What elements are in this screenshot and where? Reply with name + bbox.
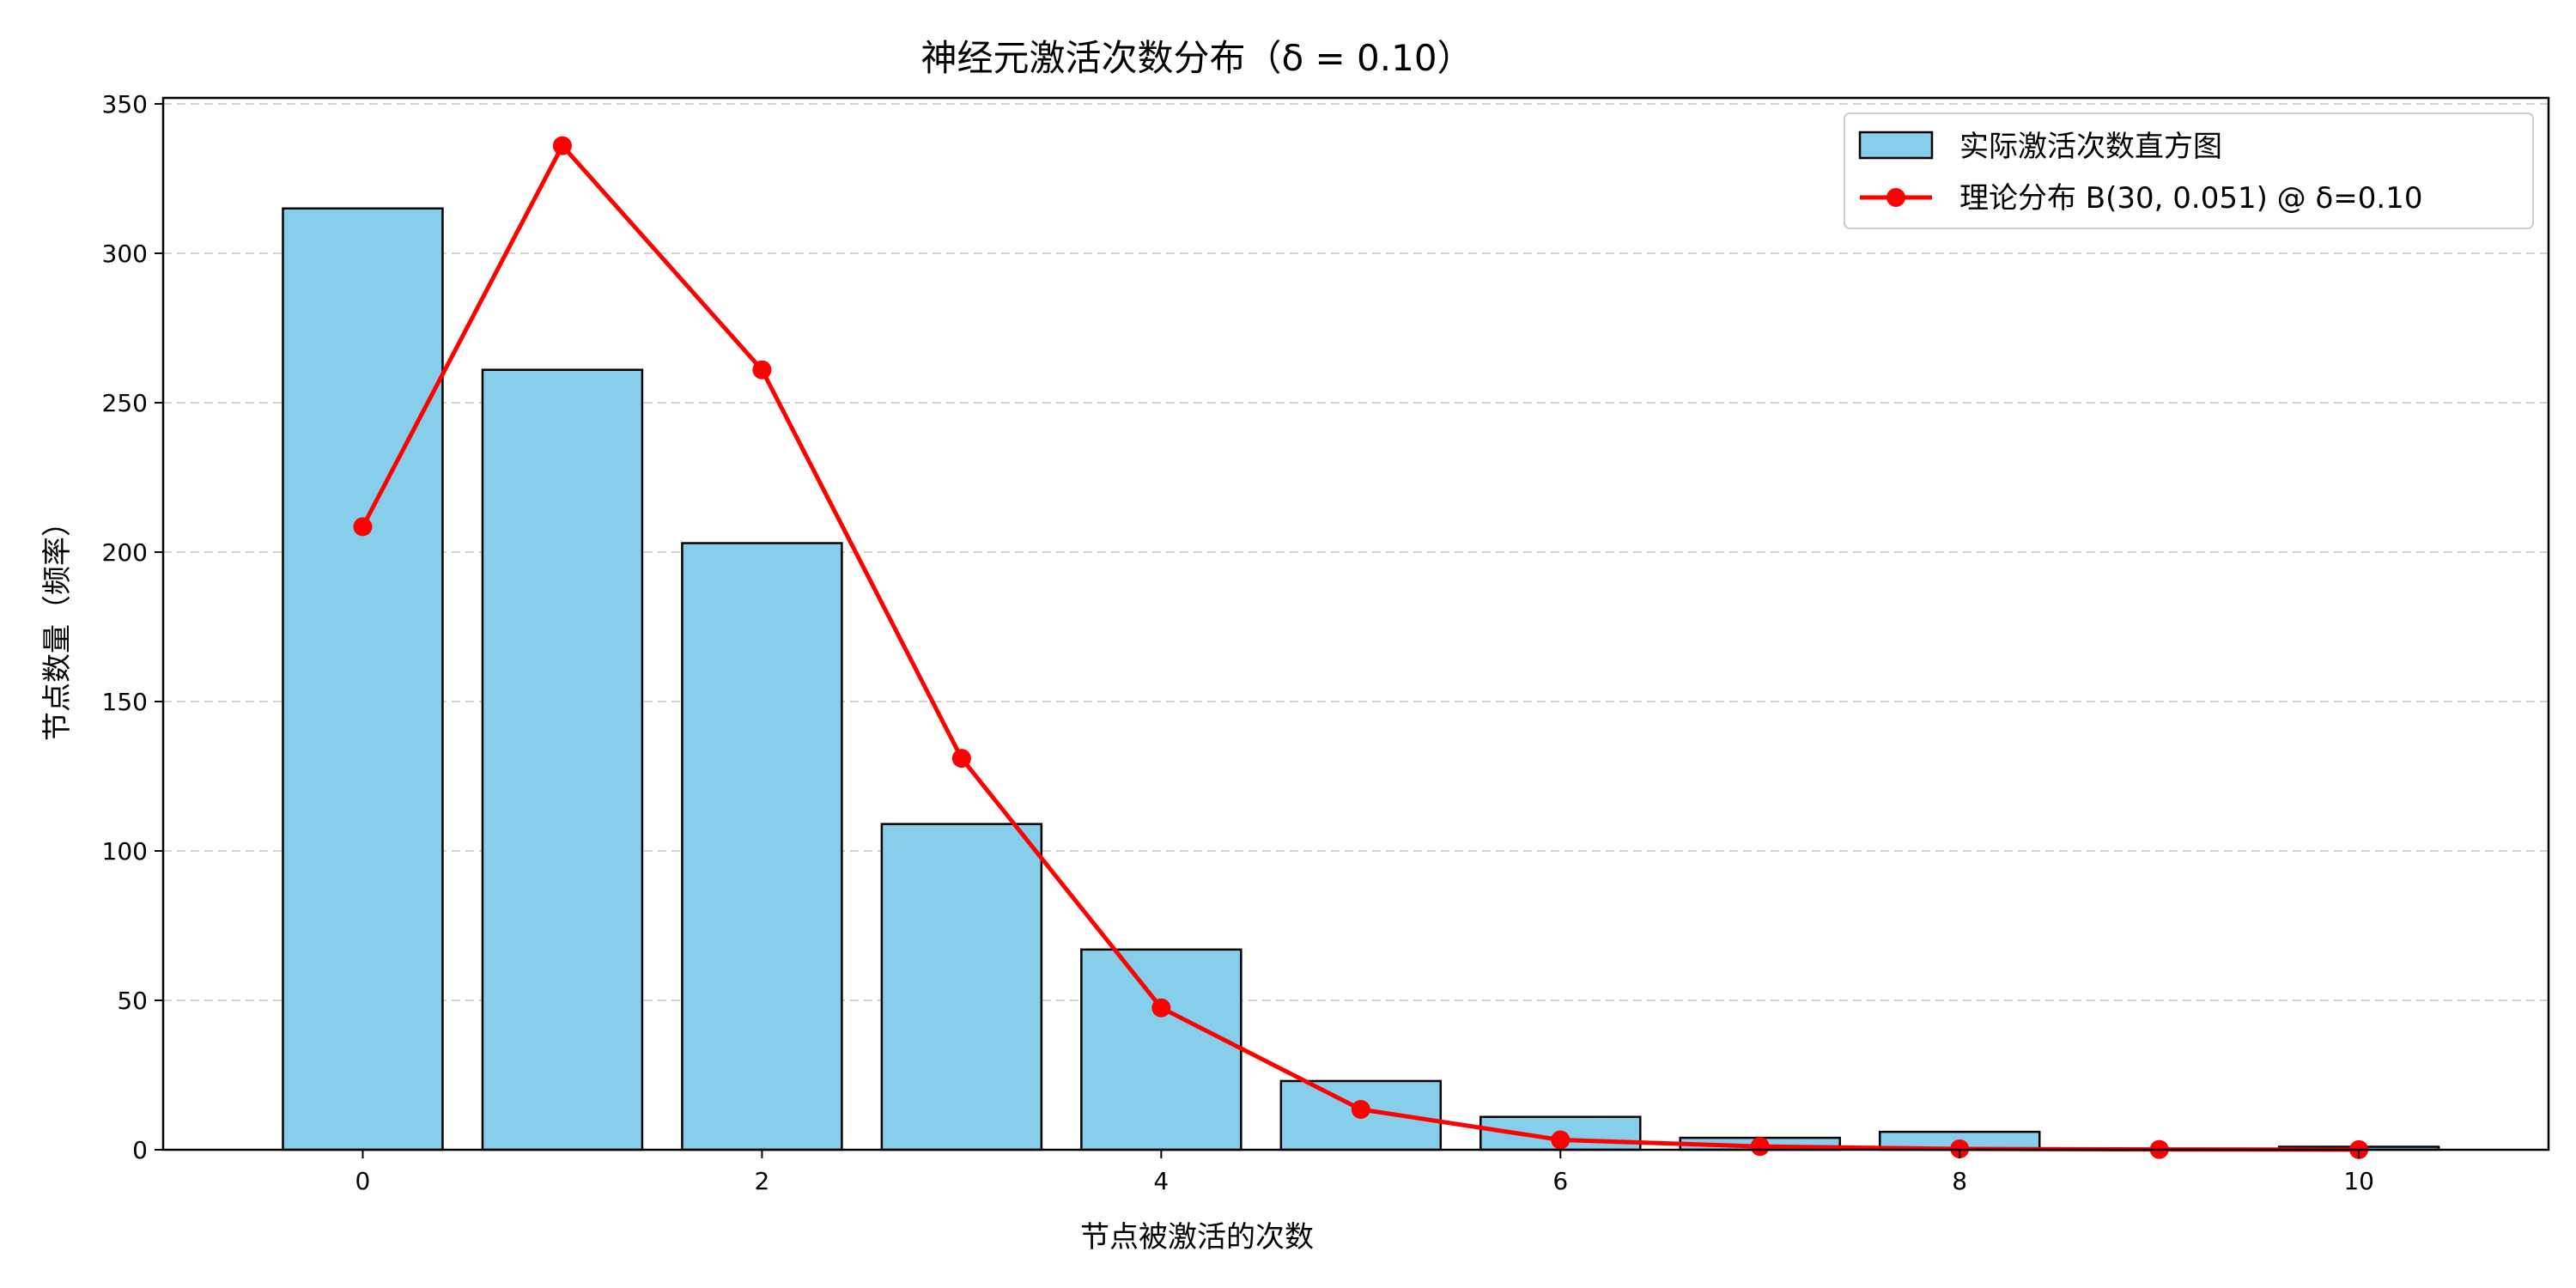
y-tick-label: 300 [102,240,148,268]
line-point [951,749,971,769]
line-point [1551,1130,1571,1150]
bar [1080,948,1242,1151]
line-point [552,136,572,155]
legend-line-marker [1886,188,1905,207]
line-point [353,517,373,537]
line-point [1750,1137,1770,1157]
x-tick-label: 6 [1552,1167,1568,1195]
legend-box [1844,112,2534,229]
y-tick-label: 150 [102,688,148,716]
y-tick-label: 100 [102,837,148,866]
line-point [1151,998,1171,1018]
bar-series [282,207,2440,1151]
y-axis: 0 50 100 150 200 250 300 350 [102,90,163,1164]
legend-line-label: 理论分布 B(30, 0.051) @ δ=0.10 [1959,181,2422,216]
y-tick-label: 350 [102,90,148,118]
bar [481,368,644,1151]
bar [282,207,444,1151]
line-point [1351,1100,1370,1120]
x-tick-label: 8 [1952,1167,1967,1195]
bar [681,542,843,1151]
chart-title: 神经元激活次数分布（δ = 0.10） [920,37,1473,79]
x-axis: 0 2 4 6 8 10 [355,1150,2374,1195]
x-tick-label: 4 [1153,1167,1169,1195]
legend-bar-swatch [1858,131,1934,160]
y-tick-label: 0 [132,1136,148,1164]
legend: 实际激活次数直方图 理论分布 B(30, 0.051) @ δ=0.10 [1844,112,2534,229]
x-axis-title: 节点被激活的次数 [1080,1220,1314,1255]
x-tick-label: 0 [355,1167,371,1195]
legend-bar-label: 实际激活次数直方图 [1959,130,2222,164]
x-tick-label: 10 [2343,1167,2374,1195]
x-tick-label: 2 [754,1167,769,1195]
y-tick-label: 50 [117,987,148,1015]
y-tick-label: 250 [102,389,148,417]
line-path [361,143,2360,1152]
y-tick-label: 200 [102,538,148,567]
y-axis-title: 节点数量（频率） [40,507,75,741]
line-point [752,360,772,380]
bar [880,823,1043,1151]
line-series [353,136,2369,1159]
plot-frame [161,96,2550,1151]
